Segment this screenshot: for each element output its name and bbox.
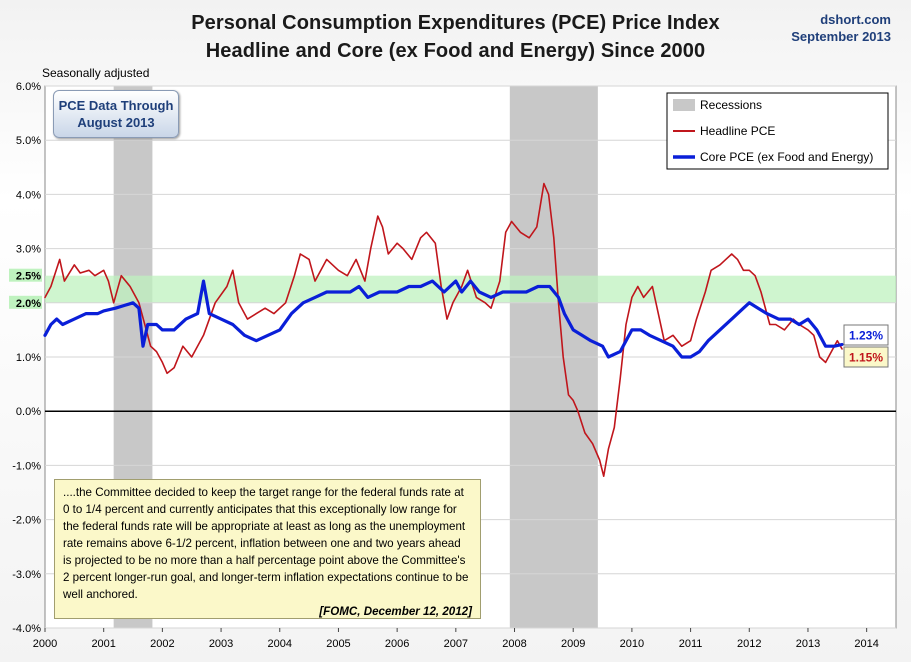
y-tick-label: 3.0%: [16, 244, 41, 256]
data-through-box: PCE Data Through August 2013: [53, 90, 179, 138]
x-tick-label: 2011: [679, 638, 703, 650]
y-tick-label: 6.0%: [16, 81, 41, 93]
band-label: 2.5%: [16, 271, 41, 283]
core-end-label-bg: [843, 324, 889, 346]
x-tick-label: 2008: [502, 638, 526, 650]
legend-core: Core PCE (ex Food and Energy): [700, 150, 873, 164]
headline-end-label: 1.15%: [849, 351, 883, 365]
x-tick-label: 2014: [854, 638, 878, 650]
seasonal-note: Seasonally adjusted: [42, 66, 150, 80]
x-tick-label: 2003: [209, 638, 233, 650]
y-tick-label: 1.0%: [16, 352, 41, 364]
fomc-quote-text: ....the Committee decided to keep the ta…: [63, 486, 469, 601]
headline-end-label-bg: [843, 346, 889, 368]
x-tick-label: 2007: [444, 638, 468, 650]
chart-title-line1: Personal Consumption Expenditures (PCE) …: [191, 12, 720, 34]
fomc-quote-source: [FOMC, December 12, 2012]: [319, 605, 472, 618]
y-tick-label: 0.0%: [16, 406, 41, 418]
legend-swatch-recessions: [673, 99, 695, 111]
band-label: 2.0%: [16, 298, 41, 310]
y-tick-label: -2.0%: [12, 515, 41, 527]
x-tick-label: 2000: [33, 638, 57, 650]
legend-recessions: Recessions: [700, 98, 762, 112]
core-pce-line: [43, 279, 844, 359]
source-label: dshort.com: [820, 12, 891, 27]
band-label-bg: [9, 295, 42, 309]
data-through-line2: August 2013: [77, 115, 155, 130]
legend-headline: Headline PCE: [700, 124, 775, 138]
date-label: September 2013: [791, 29, 891, 44]
core-end-label: 1.23%: [849, 329, 883, 343]
y-tick-label: 4.0%: [16, 189, 41, 201]
headline-pce-line: [44, 182, 843, 477]
x-tick-label: 2009: [561, 638, 585, 650]
x-tick-label: 2002: [150, 638, 174, 650]
data-through-line1: PCE Data Through: [58, 98, 174, 113]
x-tick-label: 2004: [268, 638, 292, 650]
x-tick-label: 2006: [385, 638, 409, 650]
chart-title-line2: Headline and Core (ex Food and Energy) S…: [205, 40, 706, 62]
legend-box: [666, 92, 889, 170]
x-tick-label: 2005: [326, 638, 350, 650]
x-tick-label: 2010: [620, 638, 644, 650]
y-tick-label: 5.0%: [16, 135, 41, 147]
x-tick-label: 2013: [796, 638, 820, 650]
fomc-quote-box: ....the Committee decided to keep the ta…: [54, 479, 481, 619]
y-tick-label: -4.0%: [12, 623, 41, 635]
y-tick-label: -1.0%: [12, 460, 41, 472]
x-tick-label: 2001: [91, 638, 115, 650]
band-label-bg: [9, 268, 42, 282]
y-tick-label: -3.0%: [12, 569, 41, 581]
x-tick-label: 2012: [737, 638, 761, 650]
